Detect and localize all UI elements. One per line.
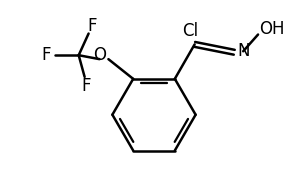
Text: F: F <box>82 77 91 95</box>
Text: OH: OH <box>259 20 285 38</box>
Text: Cl: Cl <box>183 22 199 40</box>
Text: F: F <box>41 46 51 64</box>
Text: F: F <box>88 17 97 35</box>
Text: O: O <box>93 46 106 64</box>
Text: N: N <box>237 42 249 60</box>
